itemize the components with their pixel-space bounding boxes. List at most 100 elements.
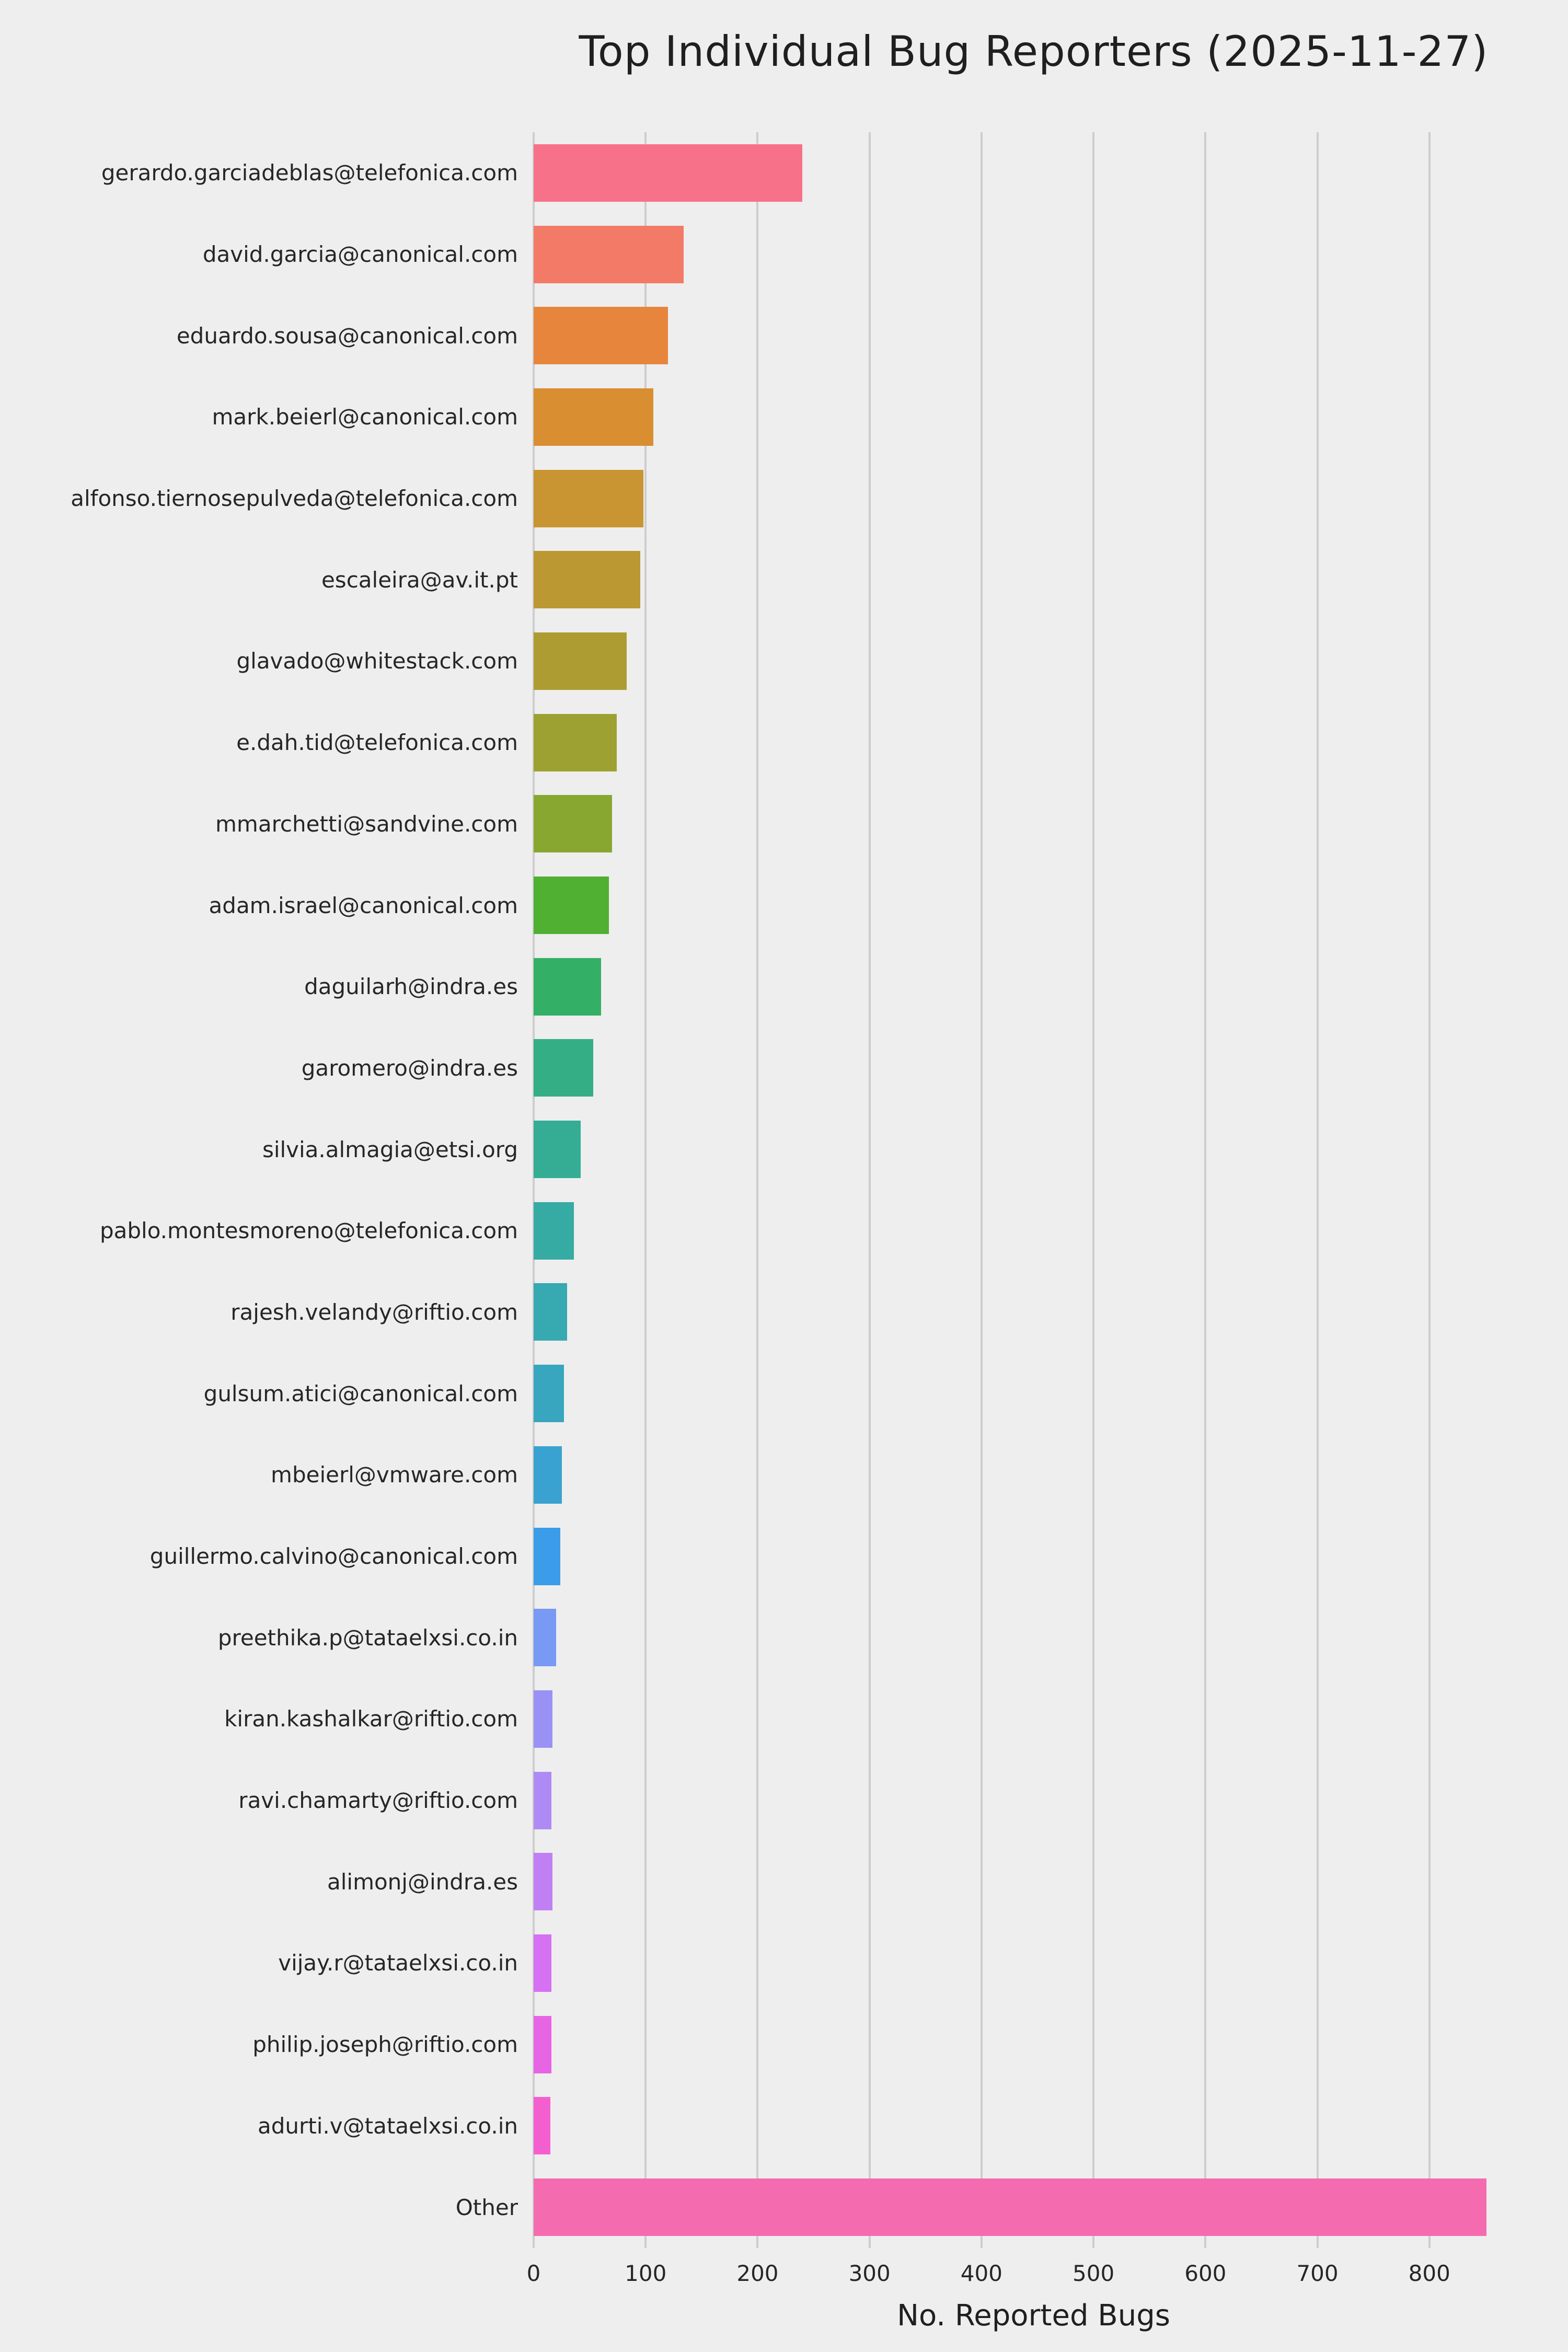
category-label: philip.joseph@riftio.com <box>252 2032 518 2058</box>
category-label: adam.israel@canonical.com <box>209 892 518 918</box>
x-tick-label: 500 <box>1073 2261 1115 2286</box>
x-tick-label: 300 <box>848 2261 891 2286</box>
bar-row <box>534 1353 1534 1434</box>
category-label: alimonj@indra.es <box>327 1869 518 1895</box>
bar-row <box>534 1190 1534 1272</box>
category-label: gulsum.atici@canonical.com <box>203 1380 518 1406</box>
bar-row <box>534 376 1534 458</box>
bar-row <box>534 1760 1534 1841</box>
category-label: gerardo.garciadeblas@telefonica.com <box>101 160 518 186</box>
category-label: Other <box>455 2194 518 2220</box>
x-tick-label: 400 <box>960 2261 1002 2286</box>
bar-row <box>534 620 1534 702</box>
bar <box>534 1039 593 1097</box>
bar-row <box>534 1841 1534 1922</box>
bar-row <box>534 1272 1534 1353</box>
category-label: rajesh.velandy@riftio.com <box>230 1299 518 1325</box>
bar <box>534 713 617 771</box>
bar <box>534 388 654 446</box>
x-tick-label: 200 <box>736 2261 779 2286</box>
bar <box>534 1446 562 1504</box>
gridline <box>1316 132 1319 2248</box>
category-label: ravi.chamarty@riftio.com <box>238 1788 518 1814</box>
bar <box>534 225 684 283</box>
bar <box>534 1771 552 1829</box>
category-label: mbeierl@vmware.com <box>271 1462 518 1488</box>
bar <box>534 2178 1487 2236</box>
bar <box>534 795 612 853</box>
x-tick-label: 100 <box>625 2261 667 2286</box>
gridline <box>980 132 983 2248</box>
bar-row <box>534 2166 1534 2248</box>
bar-row <box>534 1678 1534 1760</box>
gridline <box>644 132 647 2248</box>
category-label: adurti.v@tataelxsi.co.in <box>258 2113 518 2139</box>
bar-row <box>534 1597 1534 1678</box>
bar <box>534 1365 564 1423</box>
bar <box>534 1609 556 1667</box>
bar <box>534 1202 574 1260</box>
category-label: glavado@whitestack.com <box>236 648 518 674</box>
y-axis-labels: gerardo.garciadeblas@telefonica.com david… <box>0 132 518 2248</box>
x-tick-label: 800 <box>1408 2261 1450 2286</box>
bar-row <box>534 702 1534 783</box>
x-tick-label: 0 <box>526 2261 541 2286</box>
bar <box>534 1527 561 1585</box>
gridline <box>533 132 535 2248</box>
bar <box>534 2015 552 2073</box>
bar <box>534 551 640 609</box>
category-label: daguilarh@indra.es <box>304 974 518 1000</box>
bar-row <box>534 132 1534 214</box>
category-label: pablo.montesmoreno@telefonica.com <box>99 1218 518 1244</box>
bar <box>534 1121 581 1179</box>
category-label: garomero@indra.es <box>301 1055 518 1081</box>
bar-row <box>534 1109 1534 1190</box>
bar <box>534 1690 553 1748</box>
x-axis-label: No. Reported Bugs <box>897 2299 1170 2333</box>
category-label: silvia.almagia@etsi.org <box>262 1136 518 1162</box>
gridline <box>1428 132 1431 2248</box>
bar <box>534 2097 551 2155</box>
bar-row <box>534 783 1534 865</box>
bar-row <box>534 1922 1534 2004</box>
bar <box>534 1934 552 1992</box>
bar <box>534 469 643 527</box>
bar-row <box>534 539 1534 620</box>
category-label: alfonso.tiernosepulveda@telefonica.com <box>71 486 518 512</box>
x-axis-ticks: 0 100 200 300 400 500 600 700 800 <box>527 2261 1534 2292</box>
category-label: mark.beierl@canonical.com <box>212 404 518 430</box>
category-label: preethika.p@tataelxsi.co.in <box>217 1624 518 1651</box>
category-label: guillermo.calvino@canonical.com <box>149 1543 518 1570</box>
category-label: e.dah.tid@telefonica.com <box>236 730 518 756</box>
gridline <box>1092 132 1095 2248</box>
bar-row <box>534 2004 1534 2085</box>
bar-row <box>534 864 1534 946</box>
bar <box>534 958 601 1016</box>
category-label: escaleira@av.it.pt <box>321 567 518 593</box>
gridline <box>1204 132 1207 2248</box>
bar <box>534 877 609 935</box>
bar-row <box>534 946 1534 1028</box>
category-label: vijay.r@tataelxsi.co.in <box>278 1950 518 1976</box>
plot-area <box>533 132 1534 2248</box>
bar-row <box>534 214 1534 295</box>
chart-title: Top Individual Bug Reporters (2025-11-27… <box>579 27 1489 76</box>
bar-row <box>534 295 1534 376</box>
category-label: mmarchetti@sandvine.com <box>215 811 518 837</box>
bar <box>534 307 668 365</box>
bar <box>534 144 803 202</box>
x-tick-label: 700 <box>1296 2261 1339 2286</box>
bar <box>534 1283 568 1341</box>
gridline <box>756 132 759 2248</box>
gridline <box>868 132 871 2248</box>
bar-row <box>534 1028 1534 1109</box>
category-label: eduardo.sousa@canonical.com <box>176 322 518 349</box>
category-label: kiran.kashalkar@riftio.com <box>224 1706 518 1732</box>
bar-row <box>534 1516 1534 1597</box>
bar-row <box>534 458 1534 539</box>
x-tick-label: 600 <box>1184 2261 1227 2286</box>
bar <box>534 1853 553 1911</box>
bar-row <box>534 1434 1534 1516</box>
category-label: david.garcia@canonical.com <box>202 241 518 268</box>
